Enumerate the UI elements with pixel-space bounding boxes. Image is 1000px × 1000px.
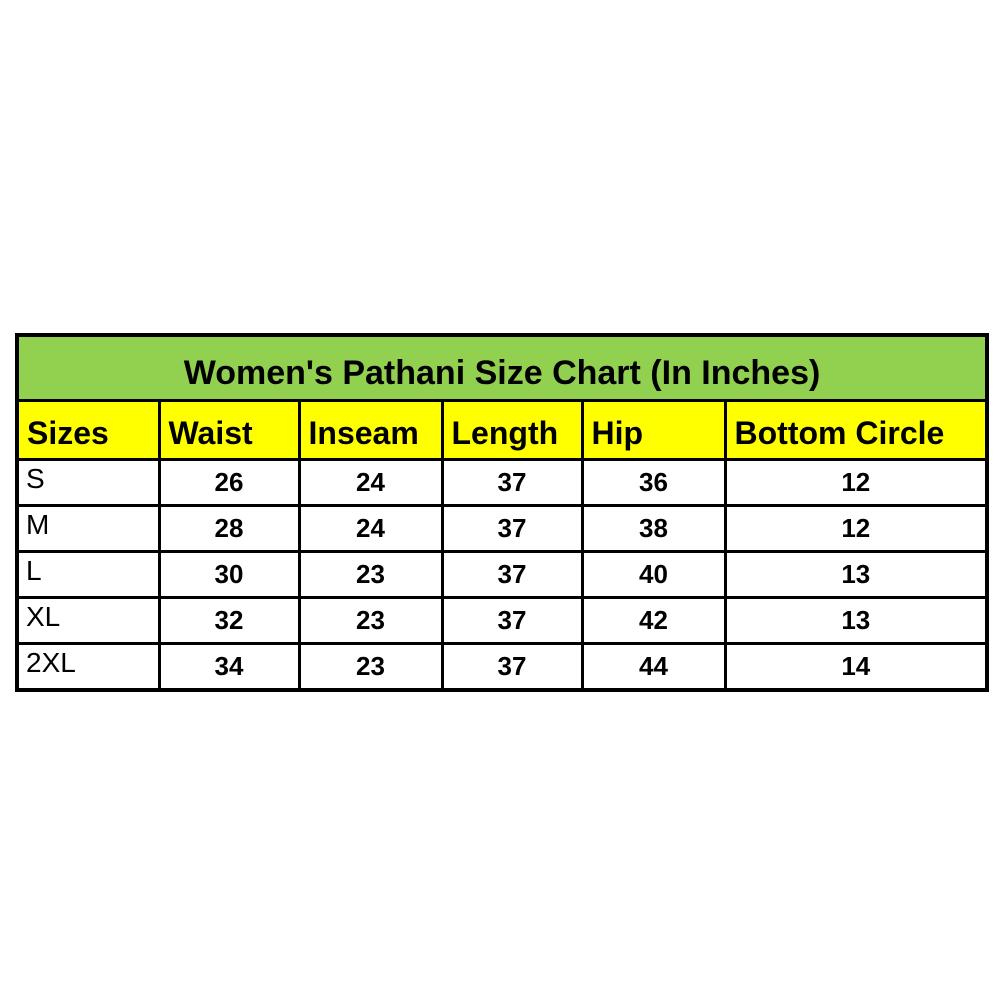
value-cell: 36	[580, 458, 727, 507]
value-cell: 37	[440, 504, 584, 553]
value-cell: 44	[580, 642, 727, 692]
size-cell: S	[15, 458, 161, 507]
value-cell: 23	[297, 642, 444, 692]
table-title-row: Women's Pathani Size Chart (In Inches)	[15, 333, 989, 402]
table-row: 2XL 34 23 37 44 14	[15, 642, 989, 692]
table-title: Women's Pathani Size Chart (In Inches)	[15, 333, 989, 402]
value-cell: 12	[723, 504, 989, 553]
value-cell: 37	[440, 458, 584, 507]
size-cell: L	[15, 550, 161, 599]
header-cell-inseam: Inseam	[297, 399, 444, 461]
size-cell: M	[15, 504, 161, 553]
value-cell: 12	[723, 458, 989, 507]
value-cell: 24	[297, 504, 444, 553]
value-cell: 30	[157, 550, 301, 599]
header-cell-length: Length	[440, 399, 584, 461]
value-cell: 37	[440, 550, 584, 599]
header-cell-bottom-circle: Bottom Circle	[723, 399, 989, 461]
table-row: L 30 23 37 40 13	[15, 550, 989, 599]
value-cell: 24	[297, 458, 444, 507]
value-cell: 28	[157, 504, 301, 553]
size-chart-table: Women's Pathani Size Chart (In Inches) S…	[15, 333, 990, 692]
size-cell: 2XL	[15, 642, 161, 692]
table-row: M 28 24 37 38 12	[15, 504, 989, 553]
table-row: XL 32 23 37 42 13	[15, 596, 989, 645]
value-cell: 37	[440, 642, 584, 692]
header-cell-waist: Waist	[157, 399, 301, 461]
value-cell: 14	[723, 642, 989, 692]
value-cell: 23	[297, 550, 444, 599]
header-cell-hip: Hip	[580, 399, 727, 461]
size-cell: XL	[15, 596, 161, 645]
value-cell: 23	[297, 596, 444, 645]
value-cell: 26	[157, 458, 301, 507]
value-cell: 13	[723, 550, 989, 599]
table-row: S 26 24 37 36 12	[15, 458, 989, 507]
value-cell: 32	[157, 596, 301, 645]
value-cell: 34	[157, 642, 301, 692]
value-cell: 13	[723, 596, 989, 645]
value-cell: 42	[580, 596, 727, 645]
table-header-row: Sizes Waist Inseam Length Hip Bottom Cir…	[15, 399, 989, 461]
header-cell-sizes: Sizes	[15, 399, 161, 461]
value-cell: 37	[440, 596, 584, 645]
value-cell: 40	[580, 550, 727, 599]
value-cell: 38	[580, 504, 727, 553]
